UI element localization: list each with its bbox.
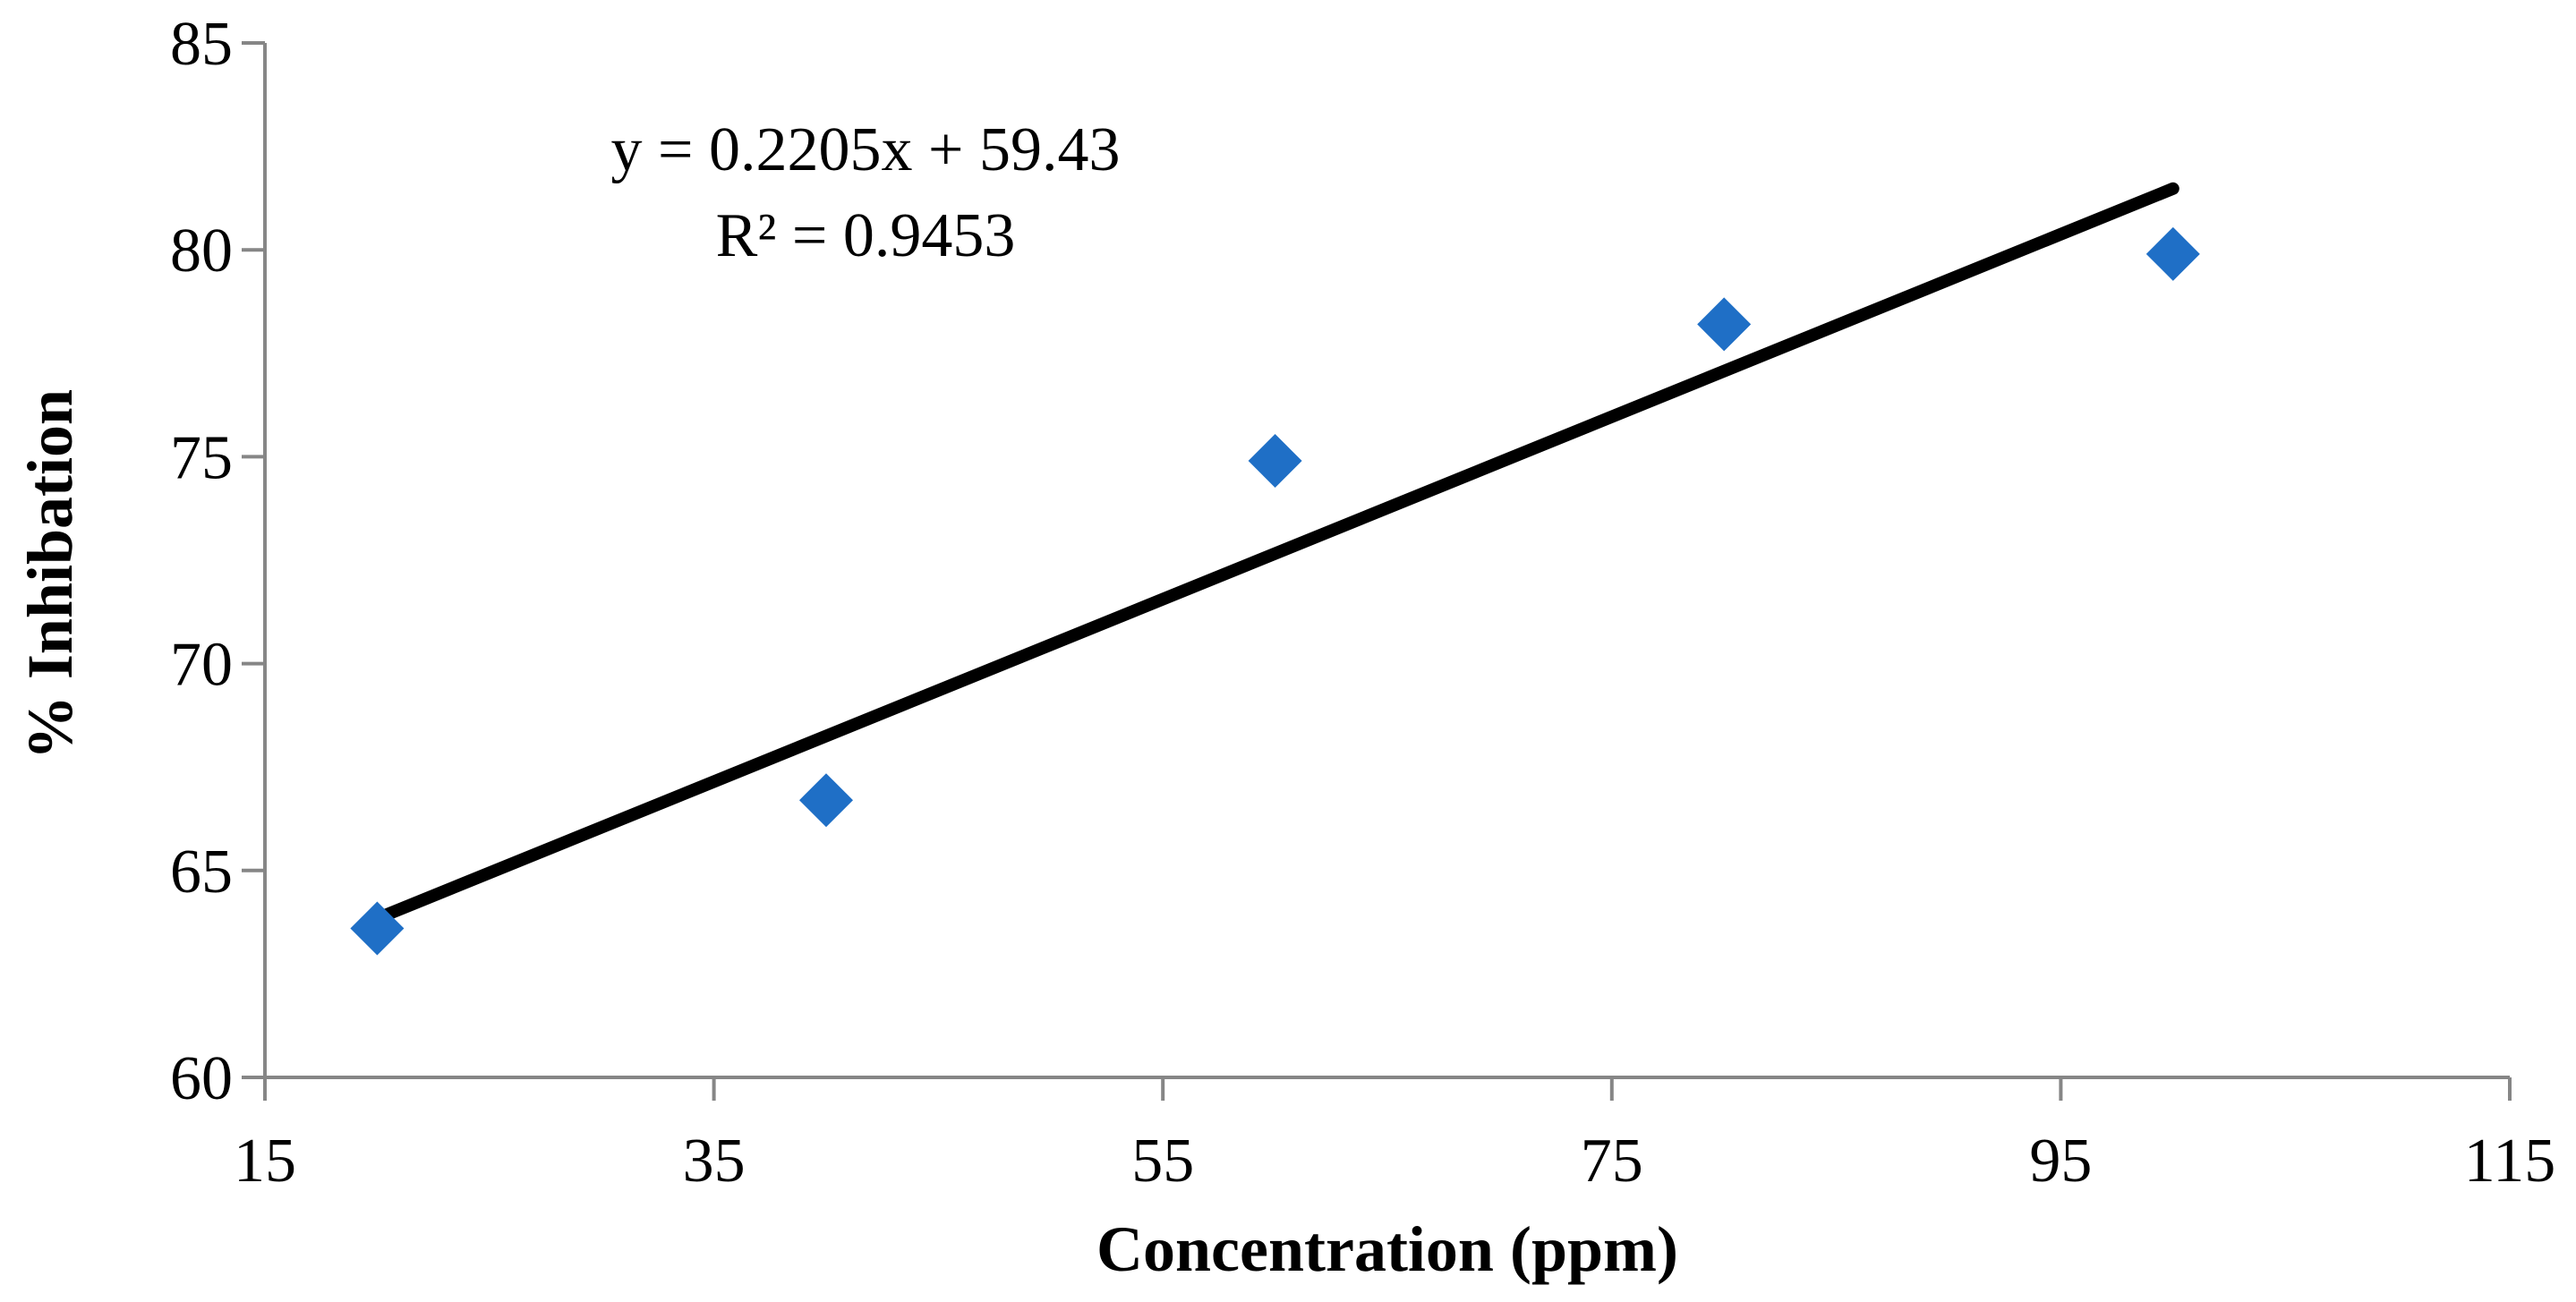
- trendline-equation: y = 0.2205x + 59.43: [611, 115, 1121, 184]
- x-tick-label: 75: [1581, 1127, 1643, 1196]
- y-tick-label: 80: [170, 217, 233, 285]
- data-points: [350, 226, 2200, 956]
- trendline-group: [371, 182, 2179, 925]
- x-tick-label: 15: [234, 1127, 296, 1196]
- y-axis-title: % Inhibation: [14, 389, 86, 760]
- data-point-diamond: [799, 773, 853, 828]
- y-tick-label: 70: [170, 631, 233, 700]
- trendline: [371, 182, 2179, 925]
- y-tick-label: 65: [170, 838, 233, 906]
- x-axis-title: Concentration (ppm): [1096, 1213, 1678, 1285]
- y-tick-label: 75: [170, 423, 233, 492]
- data-point-diamond: [2145, 226, 2200, 281]
- y-axis-ticks: 60 65 70 75 80 85: [170, 10, 265, 1113]
- x-axis-ticks: 15 35 55 75 95 115: [234, 1077, 2555, 1196]
- x-tick-label: 55: [1131, 1127, 1194, 1196]
- x-tick-label: 115: [2464, 1127, 2555, 1196]
- r-squared-label: R² = 0.9453: [716, 201, 1016, 270]
- y-tick-label: 60: [170, 1044, 233, 1113]
- x-tick-label: 35: [683, 1127, 746, 1196]
- data-point-diamond: [1697, 297, 1752, 352]
- x-tick-label: 95: [2029, 1127, 2092, 1196]
- axes: [263, 43, 2510, 1079]
- y-tick-label: 85: [170, 10, 233, 79]
- data-point-diamond: [1248, 434, 1302, 489]
- data-point-diamond: [350, 901, 405, 956]
